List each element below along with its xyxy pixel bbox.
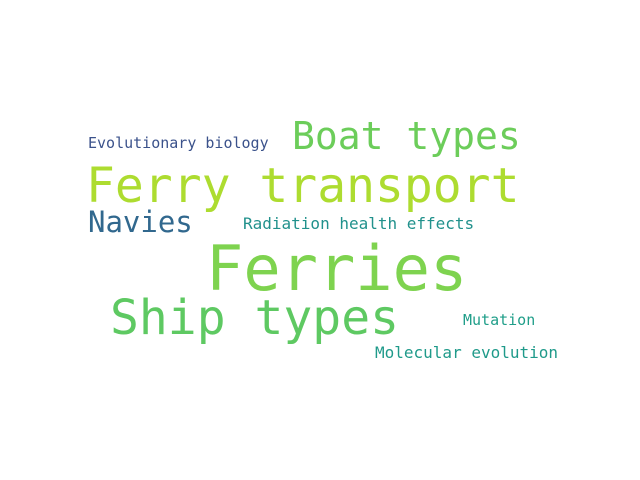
word-boat-types: Boat types — [292, 114, 521, 158]
word-molecular-evolution: Molecular evolution — [375, 343, 559, 362]
word-ship-types: Ship types — [110, 290, 399, 346]
word-mutation: Mutation — [463, 311, 536, 329]
word-evolutionary-biology: Evolutionary biology — [88, 134, 269, 152]
word-navies: Navies — [88, 205, 193, 239]
word-radiation-health-effects: Radiation health effects — [243, 214, 475, 233]
word-ferry-transport: Ferry transport — [86, 158, 520, 214]
word-ferries: Ferries — [206, 232, 468, 305]
